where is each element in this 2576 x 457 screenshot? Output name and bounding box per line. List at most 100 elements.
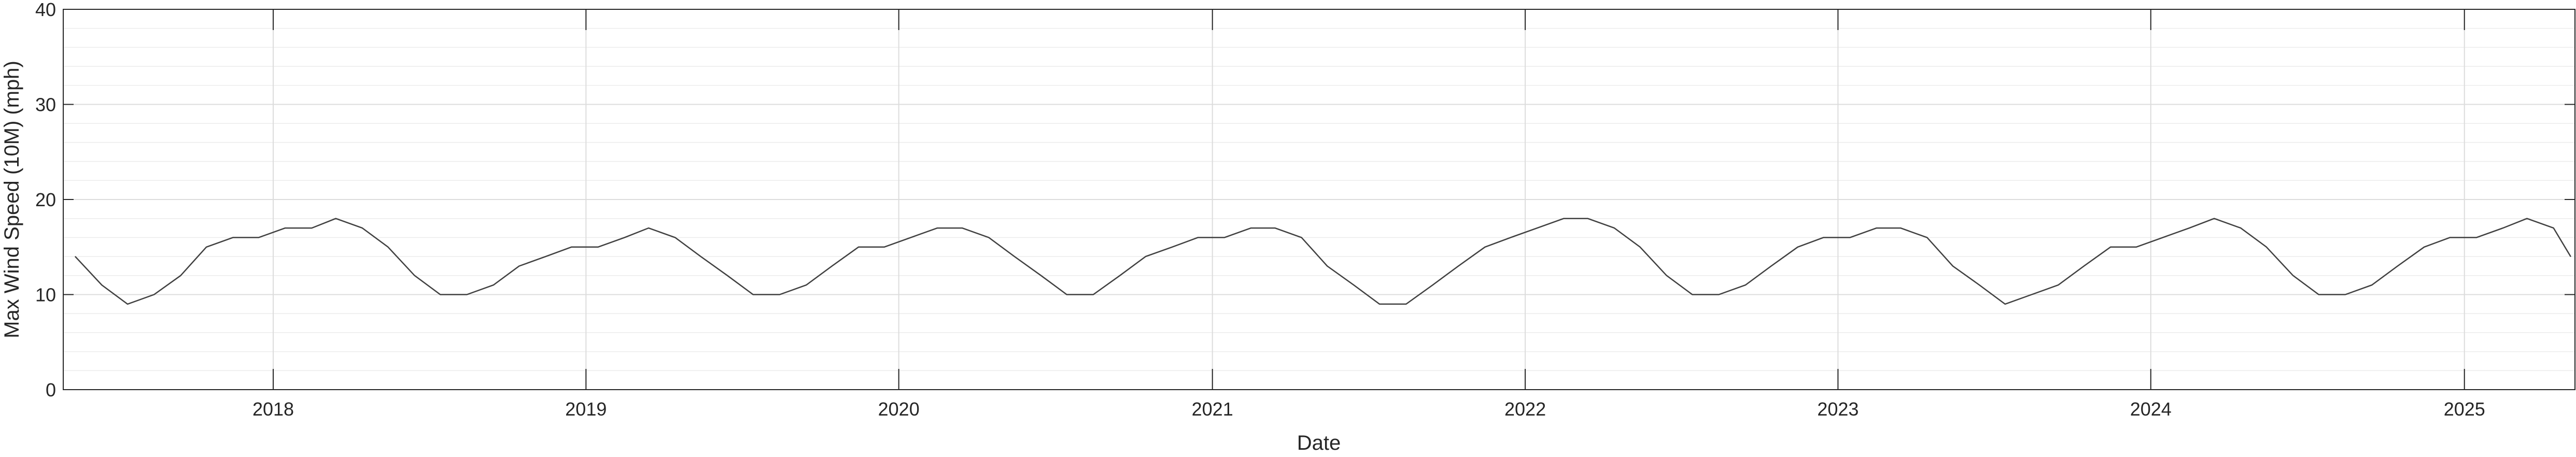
data-point (1093, 294, 1094, 295)
data-point (1587, 218, 1588, 219)
data-point (466, 294, 468, 295)
data-point (597, 246, 599, 248)
data-point (806, 284, 807, 285)
data-point (1197, 237, 1199, 238)
data-point (883, 246, 885, 248)
series-layer (75, 218, 2571, 305)
data-point (206, 246, 207, 248)
data-point (2084, 265, 2085, 267)
data-point (752, 294, 754, 295)
x-tick-label: 2022 (1504, 398, 1546, 420)
data-point (1353, 284, 1355, 285)
tick-layer: 0 10 20 30 40 2018 2019 2020 2021 2022 2023 2024 202… (35, 0, 2575, 420)
data-point (2240, 227, 2242, 228)
data-point (2526, 218, 2528, 219)
y-tick-label: 0 (46, 379, 56, 401)
data-point (1250, 227, 1251, 228)
data-point (1379, 304, 1380, 305)
data-point (1849, 237, 1851, 238)
data-point (937, 227, 938, 228)
data-point (180, 275, 181, 276)
y-axis-title: Max Wind Speed (10M) (mph) (1, 61, 23, 338)
data-point (1301, 237, 1302, 238)
data-point (962, 227, 963, 228)
data-point (153, 294, 155, 295)
x-tick-label: 2020 (878, 398, 920, 420)
data-point (101, 284, 103, 285)
data-point (1014, 256, 1015, 257)
data-point (335, 218, 336, 219)
data-point (2292, 275, 2293, 276)
data-point (387, 246, 389, 248)
data-point (1745, 284, 1746, 285)
grid-layer (63, 9, 2575, 390)
data-point (1172, 246, 1173, 248)
data-point (1484, 246, 1486, 248)
data-point (2004, 304, 2006, 305)
data-point (1274, 227, 1276, 228)
data-point (910, 237, 911, 238)
data-point (2135, 246, 2137, 248)
data-point (1718, 294, 1720, 295)
data-point (2371, 284, 2373, 285)
data-point (2476, 237, 2477, 238)
data-point (127, 304, 128, 305)
data-point (1823, 237, 1824, 238)
y-tick-label: 20 (35, 189, 56, 210)
data-point (493, 284, 494, 285)
data-point (571, 246, 572, 248)
y-tick-label: 10 (35, 284, 56, 306)
x-axis-title: Date (1297, 432, 1341, 454)
data-point (2110, 246, 2111, 248)
data-point (518, 265, 520, 267)
data-point (2189, 227, 2190, 228)
data-point (2424, 246, 2425, 248)
data-point (988, 237, 990, 238)
data-point (1770, 265, 1772, 267)
data-point (1537, 227, 1538, 228)
data-point (831, 265, 833, 267)
data-point (2345, 294, 2346, 295)
data-point (2502, 227, 2503, 228)
data-point (1900, 227, 1901, 228)
x-tick-label: 2018 (252, 398, 294, 420)
data-point (700, 256, 701, 257)
data-point (2449, 237, 2451, 238)
data-point (1327, 265, 1328, 267)
data-point (2266, 246, 2267, 248)
data-point (414, 275, 415, 276)
data-point (232, 237, 234, 238)
data-point (2397, 265, 2398, 267)
data-point (2553, 227, 2554, 228)
data-point (2318, 294, 2319, 295)
data-point (674, 237, 676, 238)
data-point (1119, 275, 1120, 276)
x-tick-label: 2021 (1192, 398, 1233, 420)
data-point (362, 227, 363, 228)
data-point (311, 227, 313, 228)
data-point (545, 256, 546, 257)
data-point (1040, 275, 1041, 276)
data-point (2570, 256, 2571, 257)
y-tick-label: 40 (35, 0, 56, 20)
data-point (1876, 227, 1877, 228)
data-point (1510, 237, 1511, 238)
data-point (2031, 294, 2032, 295)
data-point (648, 227, 649, 228)
data-point (727, 275, 728, 276)
data-point (75, 256, 76, 257)
data-point (1224, 237, 1225, 238)
data-point (1797, 246, 1798, 248)
data-point (1666, 275, 1667, 276)
y-tick-label: 30 (35, 94, 56, 116)
data-point (1145, 256, 1146, 257)
data-point (1563, 218, 1565, 219)
data-point (2162, 237, 2163, 238)
x-tick-label: 2023 (1817, 398, 1859, 420)
data-point (2058, 284, 2059, 285)
data-point (624, 237, 625, 238)
data-point (1614, 227, 1615, 228)
data-point (285, 227, 286, 228)
data-point (1952, 265, 1953, 267)
